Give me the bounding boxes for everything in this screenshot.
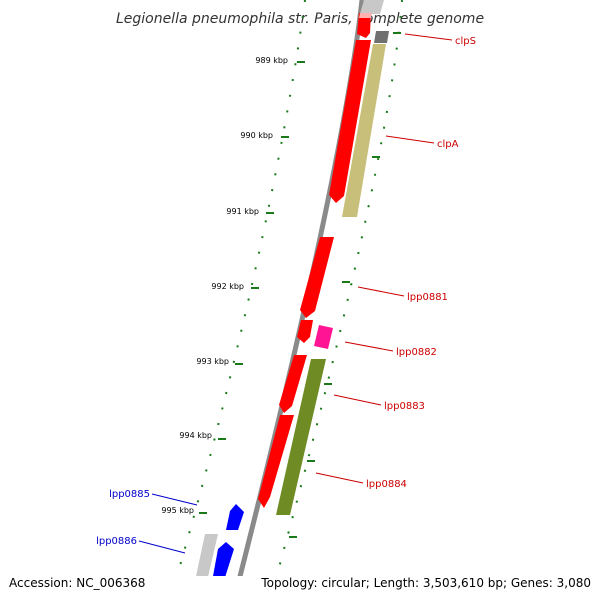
gene-lpp0884 bbox=[258, 415, 294, 508]
genome-backbone bbox=[237, 0, 365, 576]
gene-next-reverse bbox=[206, 589, 221, 600]
gene-label: lpp0882 bbox=[396, 347, 437, 358]
leader-clpa bbox=[385, 135, 435, 144]
tick-label: 991 kbp bbox=[226, 207, 259, 216]
gene-label: clpS bbox=[455, 36, 476, 47]
major-ticks bbox=[199, 32, 401, 538]
gene-label: lpp0884 bbox=[366, 479, 407, 490]
feature-clpa bbox=[342, 44, 386, 217]
gene-lpp0883 bbox=[279, 355, 307, 413]
feature-lpp0886 bbox=[196, 534, 218, 576]
leader-clps bbox=[404, 33, 453, 41]
leader-lpp0885 bbox=[151, 493, 198, 506]
gene-lpp0882-cds bbox=[297, 320, 313, 343]
tick-label: 992 kbp bbox=[211, 282, 244, 291]
topology-text: Topology: circular; Length: 3,503,610 bp… bbox=[260, 576, 591, 590]
genome-title: Legionella pneumophila str. Paris, compl… bbox=[116, 11, 484, 27]
tick-label: 996 kbp bbox=[142, 580, 175, 589]
gene-label: lpp0886 bbox=[96, 536, 137, 547]
gene-lpp0885 bbox=[226, 504, 244, 530]
feature-track-top bbox=[360, 0, 384, 14]
accession-text: Accession: NC_006368 bbox=[9, 576, 145, 590]
gene-label: lpp0885 bbox=[109, 489, 150, 500]
gene-lpp0882 bbox=[314, 325, 333, 349]
tick-label: 994 kbp bbox=[179, 431, 212, 440]
gene-label: lpp0881 bbox=[407, 292, 448, 303]
leader-lpp0886 bbox=[138, 540, 186, 554]
tick-labels: 989 kbp 990 kbp 991 kbp 992 kbp 993 kbp … bbox=[142, 56, 288, 589]
gene-clps-highlight bbox=[359, 13, 372, 18]
feature-clps bbox=[374, 31, 389, 43]
gene-lpp0881 bbox=[300, 237, 334, 318]
gene-clpa bbox=[329, 40, 371, 203]
gene-labels: clpS clpA lpp0881 lpp0882 lpp0883 lpp088… bbox=[96, 36, 476, 547]
feature-next bbox=[189, 583, 205, 600]
leader-lpp0881 bbox=[357, 286, 405, 297]
leader-lpp0884 bbox=[315, 472, 364, 484]
tick-label: 989 kbp bbox=[255, 56, 288, 65]
label-leaders bbox=[138, 33, 453, 554]
gene-lpp0886 bbox=[213, 542, 234, 576]
leader-lpp0882 bbox=[344, 341, 394, 352]
leader-lpp0883 bbox=[333, 394, 382, 406]
tick-label: 990 kbp bbox=[240, 131, 273, 140]
gene-label: clpA bbox=[437, 139, 459, 150]
tick-label: 993 kbp bbox=[196, 357, 229, 366]
tick-label: 995 kbp bbox=[161, 506, 194, 515]
feature-lpp0883-0884 bbox=[276, 359, 326, 515]
gene-label: lpp0883 bbox=[384, 401, 425, 412]
gene-clps bbox=[357, 13, 371, 38]
